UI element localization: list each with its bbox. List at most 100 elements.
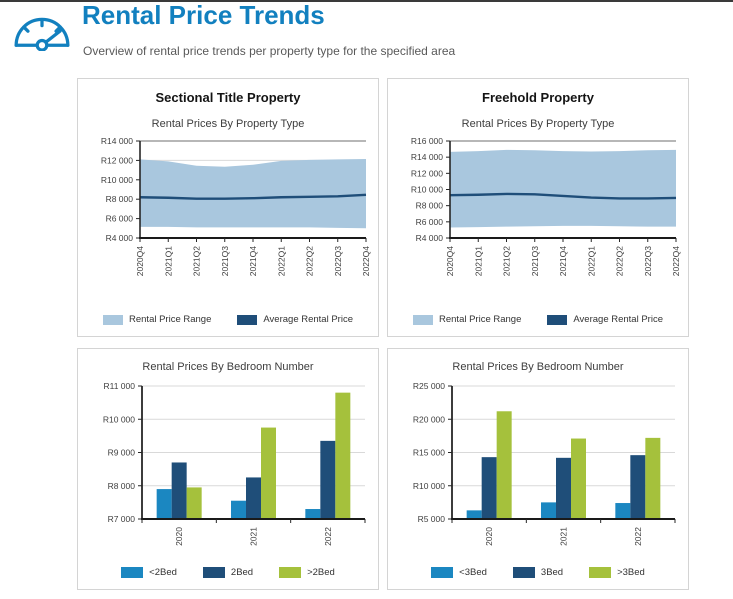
svg-text:2022Q3: 2022Q3 — [643, 246, 653, 277]
svg-text:R6 000: R6 000 — [416, 217, 444, 227]
chart-title: Rental Prices By Property Type — [461, 118, 615, 130]
svg-text:2021Q2: 2021Q2 — [192, 246, 202, 277]
panel-freehold-property: Freehold Property Rental Prices By Prope… — [387, 78, 689, 337]
svg-text:2022: 2022 — [633, 527, 643, 546]
svg-text:2021: 2021 — [559, 527, 569, 546]
area-chart-svg: R4 000 R6 000 R8 000 R10 000 R12 000 R14 000 R… — [411, 136, 681, 277]
svg-text:2022Q4: 2022Q4 — [671, 246, 681, 277]
bar-<3Bed-2021 — [541, 502, 556, 519]
legend-label: Average Rental Price — [263, 314, 353, 325]
svg-text:2022: 2022 — [323, 527, 333, 546]
svg-text:R20 000: R20 000 — [413, 414, 445, 424]
bar-2Bed-2022 — [320, 440, 336, 519]
svg-text:R10 000: R10 000 — [101, 175, 133, 185]
legend-swatch — [279, 567, 302, 578]
bar-<3Bed-2022 — [615, 503, 631, 519]
panel-freehold-bedrooms: Rental Prices By Bedroom Number R5 000 R1… — [387, 348, 689, 590]
bar-2Bed-2020 — [171, 462, 187, 519]
bar-3Bed-2022 — [630, 455, 646, 519]
legend-label: >2Bed — [307, 567, 335, 578]
legend-item: <2Bed — [121, 567, 177, 578]
svg-text:2022Q1: 2022Q1 — [586, 246, 596, 277]
legend-label: <3Bed — [459, 567, 487, 578]
bar-chart-svg: R7 000 R8 000 R9 000 R10 000 R11 000 2020 2021… — [103, 381, 366, 546]
legend-swatch — [237, 314, 258, 325]
svg-text:R25 000: R25 000 — [413, 381, 445, 391]
bar->3Bed-2020 — [496, 411, 512, 519]
sectional-bedrooms-legend: <2Bed 2Bed >2Bed — [121, 567, 335, 578]
svg-text:R12 000: R12 000 — [101, 155, 133, 165]
legend-item: Rental Price Range — [413, 314, 521, 325]
gauge-icon — [14, 17, 70, 51]
legend-label: Rental Price Range — [129, 314, 212, 325]
sectional-title-trend-legend: Rental Price Range Average Rental Price — [103, 314, 353, 325]
legend-label: Average Rental Price — [573, 314, 663, 325]
chart-title: Rental Prices By Property Type — [151, 118, 305, 130]
charts-grid: Sectional Title Property Rental Prices B… — [77, 78, 689, 590]
legend-swatch — [512, 567, 535, 578]
svg-text:R10 000: R10 000 — [103, 414, 135, 424]
svg-text:R8 000: R8 000 — [108, 481, 136, 491]
legend-label: 2Bed — [230, 567, 254, 578]
rental-price-range-band — [140, 158, 366, 229]
bar-3Bed-2020 — [481, 457, 497, 519]
sectional-title-trend-chart: R4 000 R6 000 R8 000 R10 000 R12 000 R14 000 2… — [82, 133, 374, 288]
freehold-bedrooms-legend: <3Bed 3Bed >3Bed — [431, 567, 645, 578]
legend-item: >2Bed — [279, 567, 335, 578]
legend-label: Rental Price Range — [439, 314, 522, 325]
legend-swatch — [589, 567, 612, 578]
svg-text:R7 000: R7 000 — [108, 514, 136, 524]
legend-label: 3Bed — [540, 567, 564, 578]
bar-<2Bed-2022 — [305, 509, 321, 519]
legend-item: >3Bed — [589, 567, 645, 578]
bar->2Bed-2020 — [186, 487, 202, 519]
svg-text:2020Q4: 2020Q4 — [135, 246, 145, 277]
svg-text:R15 000: R15 000 — [413, 448, 445, 458]
svg-text:2022Q4: 2022Q4 — [361, 246, 371, 277]
legend-swatch — [121, 567, 144, 578]
svg-text:R10 000: R10 000 — [411, 185, 443, 195]
svg-text:R4 000: R4 000 — [106, 233, 134, 243]
legend-label: <2Bed — [149, 567, 177, 578]
svg-text:2022Q2: 2022Q2 — [305, 246, 315, 277]
legend-swatch — [413, 314, 433, 325]
bar-2Bed-2021 — [246, 477, 261, 519]
freehold-trend-legend: Rental Price Range Average Rental Price — [413, 314, 663, 325]
legend-swatch — [547, 314, 568, 325]
svg-text:2021: 2021 — [249, 527, 259, 546]
svg-text:2021Q4: 2021Q4 — [248, 246, 258, 277]
svg-text:R8 000: R8 000 — [416, 201, 444, 211]
bar-3Bed-2021 — [556, 457, 571, 519]
svg-text:2022Q2: 2022Q2 — [615, 246, 625, 277]
legend-swatch — [103, 314, 123, 325]
svg-text:R9 000: R9 000 — [108, 448, 136, 458]
svg-text:R14 000: R14 000 — [101, 136, 133, 146]
svg-text:2022Q3: 2022Q3 — [333, 246, 343, 277]
legend-item: 2Bed — [202, 567, 254, 578]
svg-text:R8 000: R8 000 — [106, 194, 134, 204]
svg-text:R4 000: R4 000 — [416, 233, 444, 243]
svg-text:2021Q3: 2021Q3 — [220, 246, 230, 277]
panel-sectional-title-property: Sectional Title Property Rental Prices B… — [77, 78, 379, 337]
svg-text:2020: 2020 — [174, 527, 184, 546]
average-rental-price-line — [139, 193, 367, 200]
freehold-trend-chart: R4 000 R6 000 R8 000 R10 000 R12 000 R14 000 R… — [392, 133, 684, 288]
svg-text:2021Q4: 2021Q4 — [558, 246, 568, 277]
page-subtitle: Overview of rental price trends per prop… — [83, 44, 456, 58]
page-title: Rental Price Trends — [82, 0, 325, 30]
legend-item: Average Rental Price — [547, 314, 663, 325]
chart-title: Rental Prices By Bedroom Number — [142, 361, 314, 373]
svg-text:R16 000: R16 000 — [411, 136, 443, 146]
chart-title: Rental Prices By Bedroom Number — [452, 361, 624, 373]
sectional-bedrooms-bar-chart: R7 000 R8 000 R9 000 R10 000 R11 000 2020 2021… — [82, 376, 374, 559]
bar-<2Bed-2021 — [231, 500, 246, 519]
bar->2Bed-2021 — [261, 427, 276, 519]
svg-text:2021Q1: 2021Q1 — [473, 246, 483, 277]
legend-swatch — [431, 567, 454, 578]
bar-<2Bed-2020 — [156, 489, 172, 519]
bar-chart-svg: R5 000 R10 000 R15 000 R20 000 R25 000 2020 20… — [413, 381, 676, 546]
svg-text:R14 000: R14 000 — [411, 152, 443, 162]
bar->3Bed-2021 — [571, 438, 586, 519]
svg-text:2021Q2: 2021Q2 — [502, 246, 512, 277]
panel-heading: Freehold Property — [482, 90, 594, 105]
